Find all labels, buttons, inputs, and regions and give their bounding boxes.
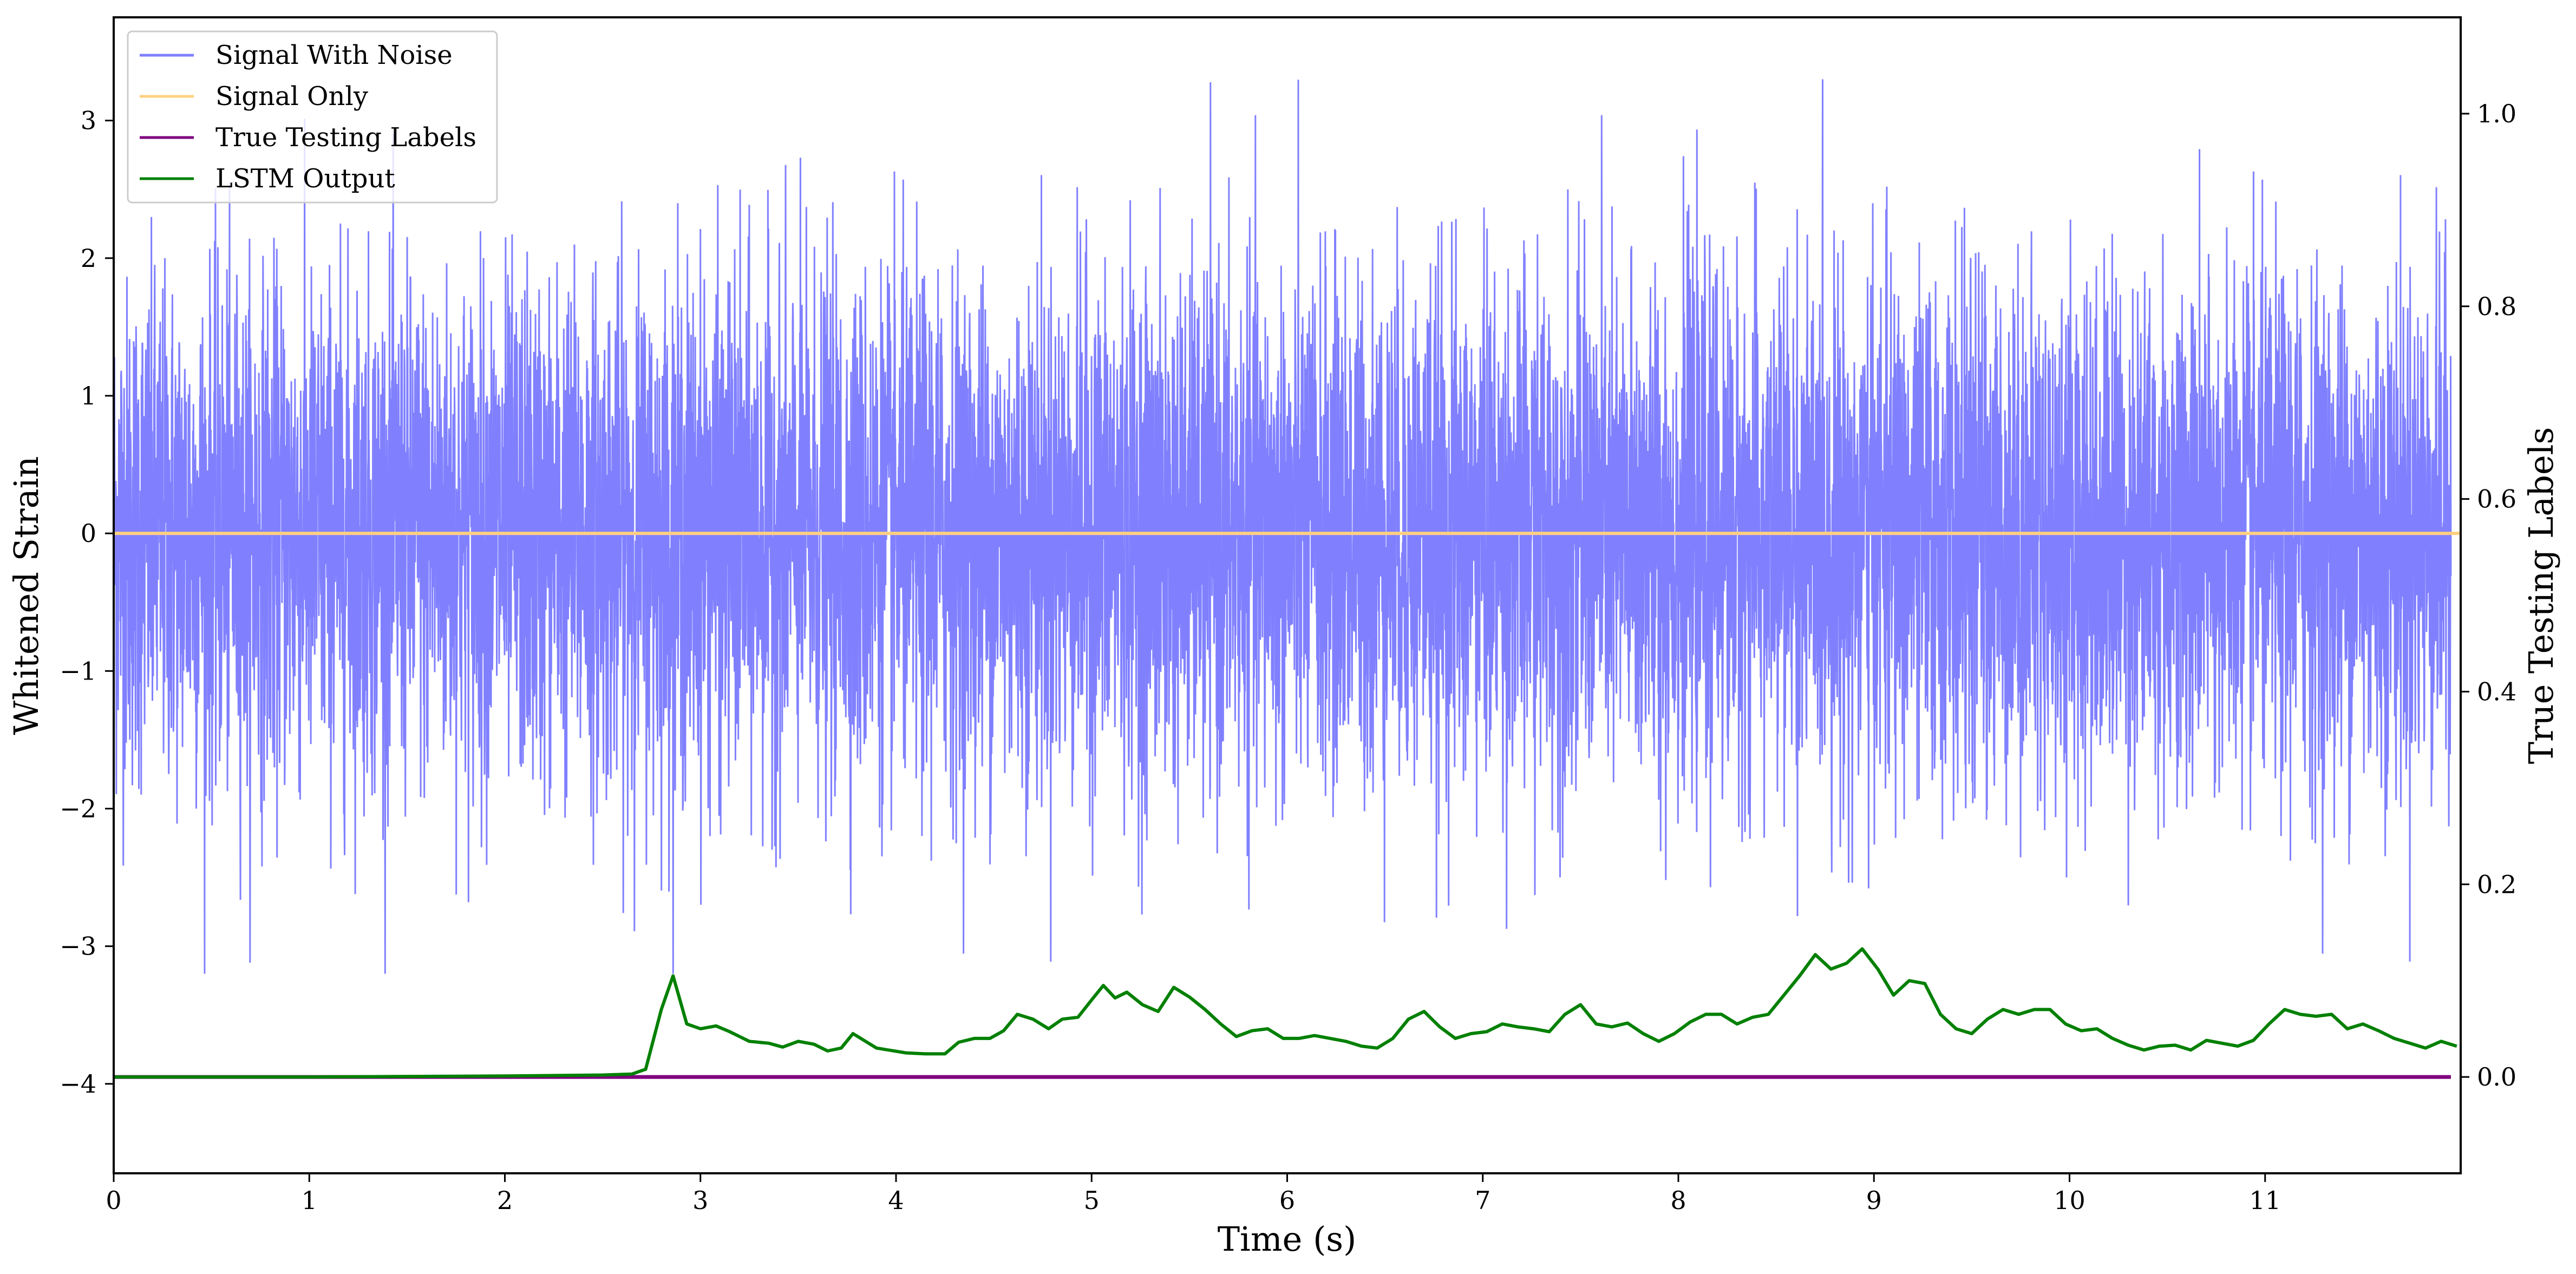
y-axis-label: Whitened Strain [6,456,46,735]
x-tick-label: 11 [2249,1186,2281,1215]
x-tick-label: 3 [692,1186,708,1215]
y2-axis-label: True Testing Labels [2521,427,2561,765]
y2-tick-label: 0.0 [2477,1062,2516,1092]
legend-label-lstm-output: LSTM Output [215,164,395,194]
y2-tick-label: 0.6 [2477,485,2516,514]
plot-area [113,16,2462,1174]
y-tick-label: 1 [81,381,96,410]
y2-axis-ticks: 1.0 0.8 0.6 0.4 0.2 0.0 [2461,99,2516,1092]
x-tick-label: 2 [497,1186,513,1215]
x-tick-label: 5 [1084,1186,1100,1215]
x-tick-label: 6 [1279,1186,1295,1215]
y-tick-label: 2 [81,244,96,273]
lstm-output-line [114,947,2457,1079]
y-tick-label: 0 [81,519,96,548]
x-tick-label: 7 [1475,1186,1490,1215]
y-tick-label: −3 [60,932,96,961]
legend-box [127,30,498,204]
y2-tick-label: 1.0 [2477,99,2516,128]
legend-label-signal-with-noise: Signal With Noise [215,40,453,70]
legend-label-signal-only: Signal Only [215,81,368,112]
x-tick-label: 0 [106,1186,121,1215]
y-tick-label: −2 [60,794,96,823]
y2-tick-label: 0.4 [2477,677,2516,706]
x-tick-label: 4 [888,1186,904,1215]
y-tick-label: −1 [60,656,96,685]
x-axis-label: Time (s) [1218,1219,1357,1259]
x-tick-label: 8 [1670,1186,1686,1215]
signal-with-noise-line [113,79,2452,974]
x-tick-label: 10 [2054,1186,2085,1215]
y2-tick-label: 0.2 [2477,870,2516,899]
x-tick-label: 1 [302,1186,317,1215]
signal-with-noise-series [113,79,2452,974]
y-axis-ticks: 3 2 1 0 −1 −2 −3 −4 [60,106,114,1099]
x-tick-label: 9 [1866,1186,1882,1215]
y-tick-label: 3 [81,106,96,135]
legend: Signal With Noise Signal Only True Testi… [127,30,498,204]
x-axis-ticks: 0 1 2 3 4 5 6 7 8 9 10 11 [106,1173,2281,1215]
y-tick-label: −4 [60,1069,96,1099]
legend-label-true-testing-labels: True Testing Labels [215,122,476,153]
y2-tick-label: 0.8 [2477,292,2516,321]
series-layer [114,532,2461,1079]
